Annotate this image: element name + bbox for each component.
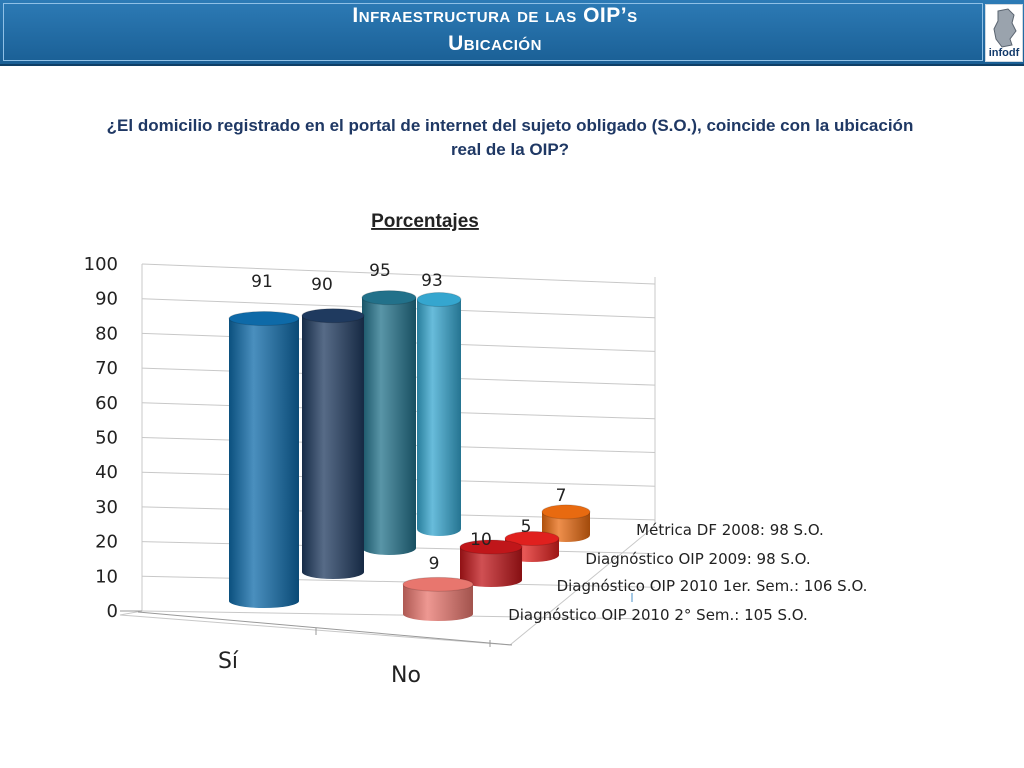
series-label: Diagnóstico OIP 2010 1er. Sem.: 106 S.O. xyxy=(557,577,868,595)
bar-body xyxy=(302,315,364,579)
data-label: 5 xyxy=(521,517,532,537)
question-line-1: ¿El domicilio registrado en el portal de… xyxy=(106,116,914,135)
chart-bars xyxy=(228,290,591,621)
y-tick-label: 30 xyxy=(95,497,118,518)
data-label: 7 xyxy=(556,486,567,506)
bar-si-0 xyxy=(228,311,300,608)
y-tick-label: 60 xyxy=(95,393,118,414)
bar-top xyxy=(416,292,462,308)
bar-top xyxy=(228,311,300,327)
map-icon xyxy=(993,8,1017,48)
bar-body xyxy=(362,297,416,555)
y-tick-label: 90 xyxy=(95,289,118,310)
bar-body xyxy=(403,584,473,621)
y-tick-label: 50 xyxy=(95,428,118,449)
bar-body xyxy=(229,318,299,608)
banner-frame xyxy=(3,3,983,61)
bar-si-3 xyxy=(416,292,462,536)
bar-body xyxy=(460,547,522,587)
data-label: 9 xyxy=(429,554,440,574)
data-label: 90 xyxy=(311,275,333,295)
series-label: Diagnóstico OIP 2009: 98 S.O. xyxy=(585,550,810,568)
series-label: Diagnóstico OIP 2010 2° Sem.: 105 S.O. xyxy=(508,606,808,624)
question-line-2: real de la OIP? xyxy=(450,140,570,159)
category-label: No xyxy=(391,663,421,688)
bar-si-2 xyxy=(361,290,417,555)
logo-text: infodf xyxy=(988,47,1020,59)
bar-no-0 xyxy=(402,576,474,621)
y-tick-label: 70 xyxy=(95,358,118,379)
bar-si-1 xyxy=(301,308,365,579)
y-tick-label: 40 xyxy=(95,462,118,483)
category-label: Sí xyxy=(218,649,239,674)
y-tick-label: 80 xyxy=(95,323,118,344)
series-label: Métrica DF 2008: 98 S.O. xyxy=(636,521,824,539)
bar-body xyxy=(417,299,461,536)
page-subtitle: Ubicación xyxy=(448,32,542,55)
data-label: 91 xyxy=(251,272,273,292)
gridline xyxy=(141,610,656,620)
header-banner: Infraestructura de las OIP’s Ubicación i… xyxy=(0,0,1024,66)
bar-top xyxy=(459,539,523,555)
chart-title: Porcentajes xyxy=(371,211,479,232)
y-tick-label: 20 xyxy=(95,532,118,553)
bar-no-1 xyxy=(459,539,523,587)
data-label: 10 xyxy=(470,530,492,550)
data-label: 95 xyxy=(369,261,391,281)
y-tick-label: 100 xyxy=(84,254,118,275)
data-label: 93 xyxy=(421,271,443,291)
bar-top xyxy=(504,531,560,547)
gridline xyxy=(141,263,656,285)
bar-top xyxy=(361,290,417,306)
y-tick-label: 0 xyxy=(107,601,118,622)
bar-top xyxy=(402,576,474,592)
bar-top xyxy=(301,308,365,324)
chart-labels: 0 10 20 30 40 50 60 70 80 90 100 Sí No 93 95 90 91 7 5 10 9 D… xyxy=(84,254,868,688)
x-axis-line xyxy=(137,611,513,646)
y-tick-label: 10 xyxy=(95,566,118,587)
page-title: Infraestructura de las OIP’s xyxy=(352,4,638,27)
bar-top xyxy=(541,504,591,520)
infodf-logo: infodf xyxy=(985,4,1023,62)
gridline xyxy=(141,575,656,588)
chart-floor xyxy=(119,525,656,646)
